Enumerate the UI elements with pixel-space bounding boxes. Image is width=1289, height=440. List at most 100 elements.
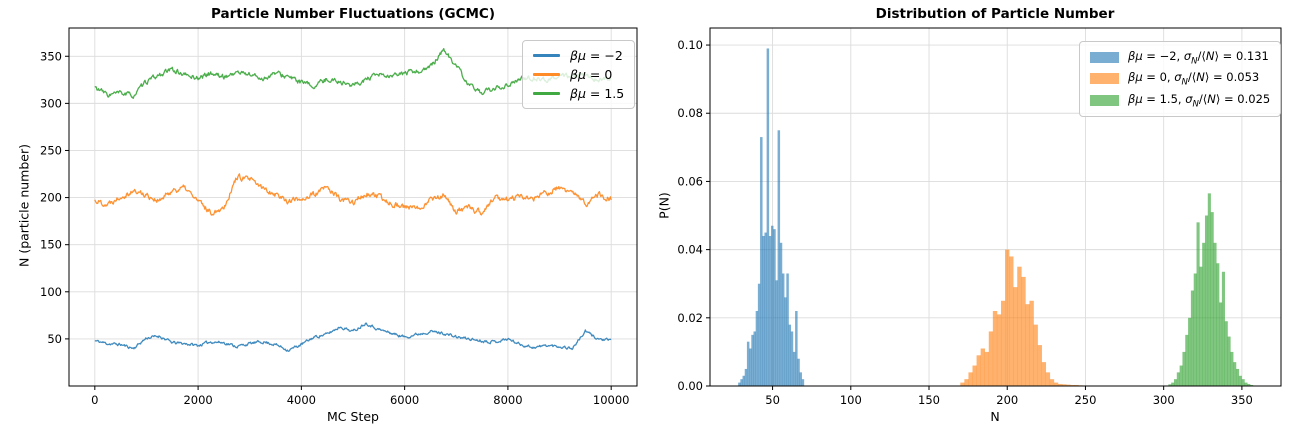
y-tick-label: 0.00 — [677, 379, 703, 393]
histogram-bar — [996, 314, 1002, 386]
histogram-bar — [1074, 384, 1079, 386]
x-tick-label: 4000 — [287, 393, 316, 407]
histogram-bar — [1009, 256, 1014, 386]
histogram-bar — [1210, 212, 1214, 386]
histogram-series-0 — [738, 48, 805, 387]
histogram-bar — [744, 368, 748, 386]
legend-label: βμ = 0, σN/⟨N⟩ = 0.053 — [1128, 70, 1260, 88]
histogram-bar — [768, 235, 772, 386]
x-tick-label: 350 — [1231, 393, 1253, 407]
histogram-bar — [1235, 368, 1240, 386]
histogram-bar — [790, 331, 794, 386]
y-tick-label: 0.02 — [677, 311, 703, 325]
histogram-series-1 — [960, 249, 1083, 386]
histogram-bar — [775, 280, 778, 386]
left-x-axis-label: MC Step — [327, 409, 379, 424]
histogram-bar — [786, 273, 789, 386]
histogram-bar — [1017, 266, 1022, 386]
histogram-bar — [1005, 249, 1010, 386]
legend-item: βμ = 1.5 — [533, 86, 624, 101]
axes-frame — [709, 27, 1282, 387]
histogram-bar — [1204, 215, 1209, 386]
histogram-bar — [771, 225, 774, 386]
histogram-bar — [1033, 324, 1038, 386]
histogram-bar — [1176, 372, 1180, 386]
histogram-bar — [784, 297, 787, 386]
histogram-bar — [1221, 271, 1225, 386]
y-tick-label: 300 — [40, 96, 62, 110]
histogram-bar — [980, 348, 986, 386]
histogram-bar — [760, 137, 763, 386]
legend-line-swatch-orange — [533, 73, 560, 76]
histogram-bar — [749, 348, 752, 386]
histogram-bar — [1045, 372, 1051, 386]
histogram-bar — [755, 310, 759, 386]
histogram-bar — [766, 48, 770, 387]
line-series-1 — [94, 173, 612, 216]
histogram-bar — [1037, 345, 1042, 386]
y-tick-label: 350 — [40, 49, 62, 63]
legend-patch-swatch-orange — [1090, 73, 1119, 85]
histogram-bar — [964, 379, 969, 386]
x-tick-label: 150 — [918, 393, 940, 407]
histogram-bar — [1013, 287, 1018, 386]
histogram-bar — [1196, 222, 1200, 386]
x-tick-label: 50 — [765, 393, 780, 407]
right-chart-title: Distribution of Particle Number — [875, 6, 1115, 22]
histogram-bar — [777, 130, 781, 386]
histogram-bar — [799, 372, 802, 386]
histogram-bar — [1025, 304, 1030, 386]
y-tick-label: 0.08 — [677, 106, 703, 120]
left-legend: βμ = −2 βμ = 0 βμ = 1.5 — [522, 40, 636, 109]
right-y-axis-label: P(N) — [656, 192, 672, 219]
axes-frame — [68, 27, 638, 387]
legend-label: βμ = 1.5 — [570, 86, 625, 101]
histogram-bar — [1021, 276, 1026, 386]
histogram-bar — [1188, 317, 1192, 386]
histogram-bar — [779, 242, 783, 386]
histogram-bar — [960, 382, 965, 386]
histogram-bar — [1247, 383, 1251, 386]
histogram-bar — [797, 358, 800, 386]
legend-label: βμ = −2, σN/⟨N⟩ = 0.131 — [1128, 49, 1269, 67]
histogram-bar — [788, 324, 792, 386]
legend-patch-swatch-blue — [1090, 52, 1119, 64]
histogram-bar — [757, 283, 761, 386]
histogram-bar — [1230, 351, 1234, 386]
histogram-bar — [1227, 336, 1231, 386]
histogram-series-2 — [1168, 193, 1254, 386]
histogram-bar — [792, 351, 796, 386]
left-y-axis-label: N (particle number) — [16, 144, 32, 267]
x-tick-label: 10000 — [593, 393, 630, 407]
histogram-bar — [1199, 266, 1203, 386]
histogram-bar — [1190, 290, 1195, 386]
histogram-bar — [1202, 242, 1206, 386]
histogram-bar — [1244, 382, 1248, 386]
x-tick-label: 2000 — [183, 393, 212, 407]
x-tick-label: 250 — [1074, 393, 1096, 407]
histogram-bar — [795, 310, 798, 386]
histogram-bar — [1193, 273, 1197, 386]
histogram-bar — [773, 229, 776, 386]
y-tick-label: 200 — [40, 191, 62, 205]
histogram-bar — [1216, 263, 1220, 386]
histogram-bar — [742, 375, 746, 386]
histogram-bar — [1053, 382, 1059, 386]
histogram-bar — [1174, 379, 1178, 386]
histogram-bar — [1168, 384, 1172, 386]
legend-item: βμ = 1.5, σN/⟨N⟩ = 0.025 — [1090, 92, 1270, 109]
histogram-bar — [968, 372, 973, 386]
legend-label: βμ = −2 — [570, 48, 623, 63]
x-tick-label: 200 — [996, 393, 1018, 407]
right-plot-area: 50 100 150 200 250 300 350 0.00 0.02 0.04 0.06 0.08… — [677, 27, 1282, 407]
histogram-bar — [1179, 365, 1183, 386]
legend-label: βμ = 0 — [570, 67, 613, 82]
right-x-axis-label: N — [990, 409, 1000, 424]
legend-item: βμ = 0, σN/⟨N⟩ = 0.053 — [1090, 70, 1270, 88]
histogram-bar — [1029, 300, 1034, 386]
y-tick-label: 0.06 — [677, 174, 703, 188]
histogram-bar — [762, 235, 765, 386]
histogram-bar — [1182, 351, 1186, 386]
legend-item: βμ = −2 — [533, 48, 624, 63]
